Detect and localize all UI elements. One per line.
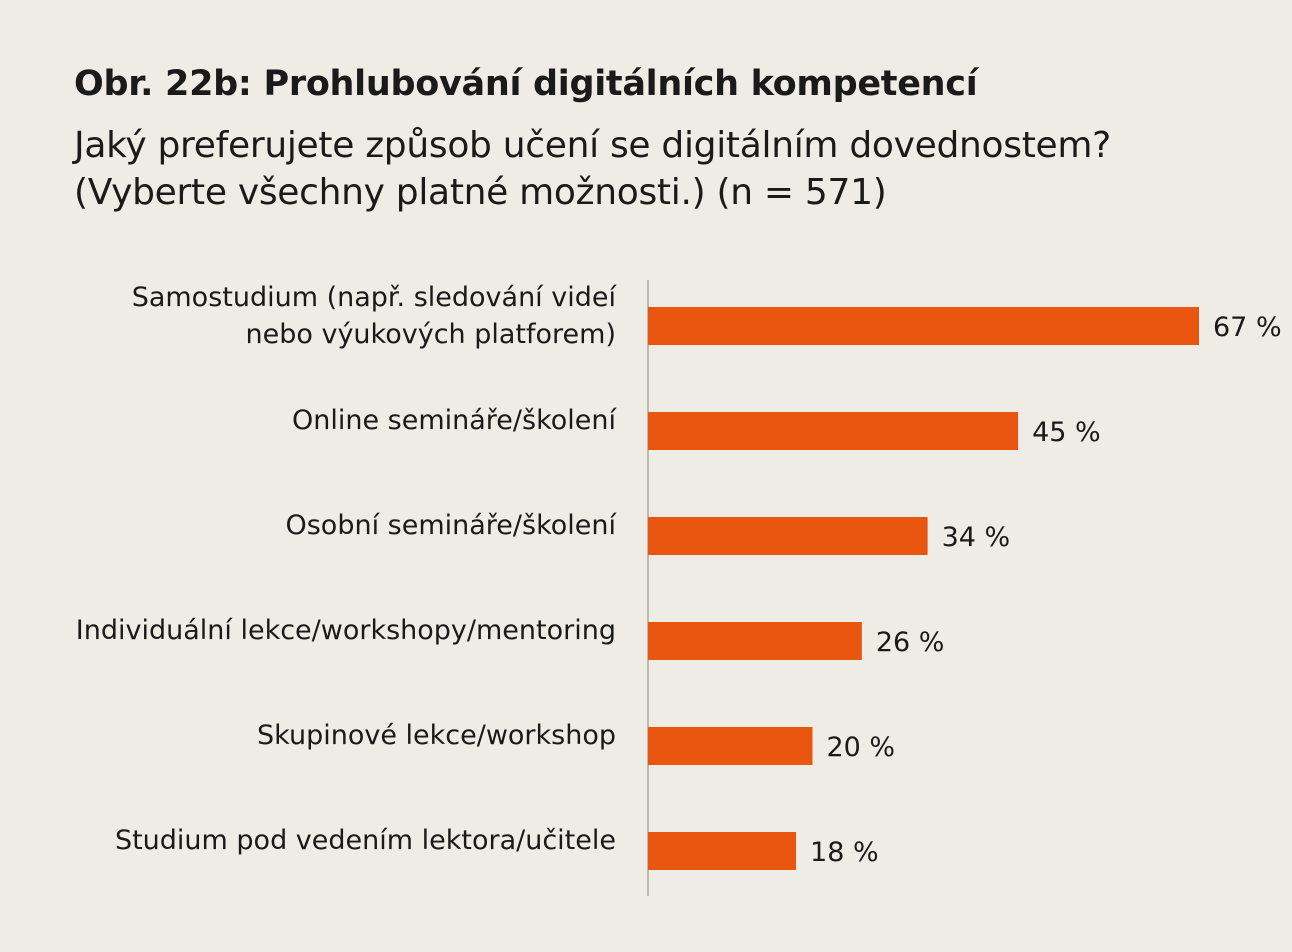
chart-subtitle-line-2: (Vyberte všechny platné možnosti.) (n = …: [74, 172, 887, 213]
category-label-6-line-1: Studium pod vedením lektora/učitele: [115, 825, 616, 856]
category-label-2: Online semináře/školení: [292, 405, 618, 436]
category-label-1-line-2: nebo výukových platforem): [246, 319, 616, 350]
chart-subtitle: Jaký preferujete způsob učení se digitál…: [74, 122, 1254, 216]
category-label-4: Individuální lekce/workshopy/mentoring: [76, 615, 616, 646]
bar-1: [648, 307, 1199, 345]
value-label-2: 45 %: [1032, 417, 1101, 448]
value-label-4: 26 %: [876, 627, 945, 658]
category-label-3-line-1: Osobní semináře/školení: [285, 510, 617, 541]
category-label-2-line-1: Online semináře/školení: [292, 405, 618, 436]
category-label-3: Osobní semináře/školení: [285, 510, 617, 541]
bar-4: [648, 622, 862, 660]
value-label-6: 18 %: [810, 837, 879, 868]
category-label-1: Samostudium (např. sledování videí nebo v…: [132, 282, 618, 350]
value-label-1: 67 %: [1213, 312, 1282, 343]
bar-3: [648, 517, 928, 555]
value-label-5: 20 %: [826, 732, 895, 763]
chart-subtitle-line-1: Jaký preferujete způsob učení se digitál…: [74, 125, 1111, 166]
category-label-6: Studium pod vedením lektora/učitele: [115, 825, 616, 856]
bar-5: [648, 727, 813, 765]
category-label-5-line-1: Skupinové lekce/workshop: [257, 720, 616, 751]
category-label-1-line-1: Samostudium (např. sledování videí: [132, 282, 618, 313]
bar-2: [648, 412, 1019, 450]
category-label-4-line-1: Individuální lekce/workshopy/mentoring: [76, 615, 616, 646]
value-label-3: 34 %: [942, 522, 1011, 553]
category-label-5: Skupinové lekce/workshop: [257, 720, 616, 751]
bar-6: [648, 832, 797, 870]
chart-title: Obr. 22b: Prohlubování digitálních kompe…: [74, 64, 978, 104]
